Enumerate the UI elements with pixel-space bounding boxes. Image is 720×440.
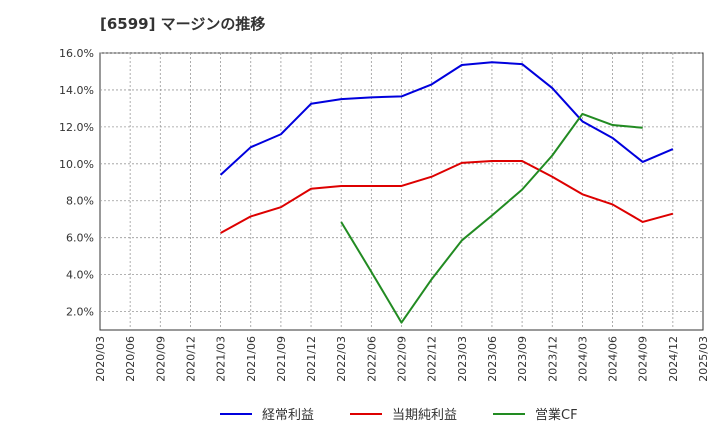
legend-label-1: 当期純利益 xyxy=(392,408,457,423)
x-tick-label: 2022/09 xyxy=(396,336,409,382)
x-tick-label: 2022/06 xyxy=(365,336,378,382)
x-tick-label: 2021/09 xyxy=(275,336,288,382)
x-tick-label: 2020/09 xyxy=(154,336,167,382)
x-tick-label: 2023/03 xyxy=(456,336,469,382)
x-tick-label: 2023/09 xyxy=(516,336,529,382)
series-line-0 xyxy=(219,61,674,176)
y-tick-label: 12.0% xyxy=(59,121,94,134)
x-tick-label: 2020/06 xyxy=(124,336,137,382)
chart-title: [6599] マージンの推移 xyxy=(100,15,265,33)
y-tick-label: 2.0% xyxy=(66,306,94,319)
x-tick-label: 2021/03 xyxy=(215,336,228,382)
x-tick-label: 2024/12 xyxy=(667,336,680,382)
x-tick-label: 2023/06 xyxy=(486,336,499,382)
x-tick-label: 2020/12 xyxy=(184,336,197,382)
x-tick-label: 2023/12 xyxy=(546,336,559,382)
x-tick-label: 2025/03 xyxy=(697,336,710,382)
series-line-1 xyxy=(220,160,674,234)
x-tick-label: 2020/03 xyxy=(94,336,107,382)
x-tick-label: 2021/12 xyxy=(305,336,318,382)
series-lines xyxy=(219,61,674,324)
y-tick-label: 8.0% xyxy=(66,195,94,208)
legend-label-2: 営業CF xyxy=(535,407,578,423)
y-tick-label: 4.0% xyxy=(66,269,94,282)
plot-area xyxy=(99,52,704,331)
y-tick-label: 6.0% xyxy=(66,232,94,245)
y-tick-label: 14.0% xyxy=(59,84,94,97)
legend-label-0: 経常利益 xyxy=(262,408,314,423)
x-tick-label: 2021/06 xyxy=(245,336,258,382)
x-tick-label: 2022/12 xyxy=(426,336,439,382)
series-line-2 xyxy=(340,112,643,324)
y-tick-label: 16.0% xyxy=(59,47,94,60)
x-axis: 2020/03 2020/06 2020/09 2020/12 2021/03 2021/… xyxy=(94,336,710,382)
x-tick-label: 2024/03 xyxy=(576,336,589,382)
x-tick-label: 2022/03 xyxy=(335,336,348,382)
grid xyxy=(100,52,703,330)
y-axis: 2.0% 4.0% 6.0% 8.0% 10.0% 12.0% 14.0% 16.0% xyxy=(59,47,94,319)
y-tick-label: 10.0% xyxy=(59,158,94,171)
x-tick-label: 2024/09 xyxy=(637,336,650,382)
legend: 経常利益 当期純利益 営業CF xyxy=(220,407,578,423)
x-tick-label: 2024/06 xyxy=(607,336,620,382)
